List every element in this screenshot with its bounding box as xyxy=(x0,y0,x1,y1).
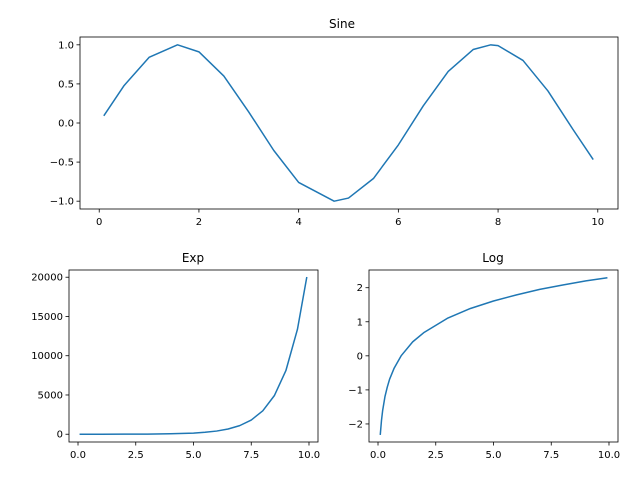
log-title: Log xyxy=(482,251,503,265)
sine-x-tick-label: 10 xyxy=(591,217,604,228)
exp-series-line-0 xyxy=(79,276,308,435)
exp-y-tick-label: 0 xyxy=(57,430,63,441)
log-x-tick-label: 10.0 xyxy=(598,450,620,461)
exp-y-tick-label: 5000 xyxy=(38,390,63,401)
sine-y-tick-label: −1.0 xyxy=(50,197,74,208)
sine-x-tick-label: 2 xyxy=(196,217,202,228)
sine-x-tick-label: 4 xyxy=(295,217,301,228)
log-subplot: Log 0.0 2.5 5.0 7.5 10.0 −2 −1 0 1 2 xyxy=(348,251,620,461)
sine-plot-area: 0 2 4 6 8 10 −1.0 −0.5 0.0 0.5 1.0 xyxy=(50,36,619,228)
sine-x-tick-label: 8 xyxy=(495,217,501,228)
exp-x-tick-label: 0.0 xyxy=(70,450,86,461)
sine-series-line-0 xyxy=(103,44,594,202)
exp-title: Exp xyxy=(182,251,204,265)
exp-x-tick-label: 2.5 xyxy=(128,450,144,461)
sine-y-tick-label: −0.5 xyxy=(50,158,74,169)
exp-y-tick-label: 15000 xyxy=(31,312,63,323)
log-y-tick-label: −1 xyxy=(348,385,363,396)
log-series-line-0 xyxy=(379,276,608,435)
exp-plot-area: 0.0 2.5 5.0 7.5 10.0 0 5000 10000 15000 20000 xyxy=(31,269,320,461)
exp-x-tick-label: 5.0 xyxy=(186,450,202,461)
sine-y-tick-label: 1.0 xyxy=(58,40,74,51)
log-y-tick-label: 0 xyxy=(357,351,363,362)
log-y-tick-label: 1 xyxy=(357,317,363,328)
sine-x-tick-label: 0 xyxy=(96,217,102,228)
log-plot-area: 0.0 2.5 5.0 7.5 10.0 −2 −1 0 1 2 xyxy=(348,269,620,461)
exp-x-tick-label: 10.0 xyxy=(298,450,320,461)
sine-y-tick-label: 0.0 xyxy=(58,119,74,130)
log-x-tick-label: 0.0 xyxy=(370,450,386,461)
exp-y-tick-label: 20000 xyxy=(31,273,63,284)
log-x-tick-label: 5.0 xyxy=(486,450,502,461)
log-y-tick-label: 2 xyxy=(357,283,363,294)
exp-y-tick-label: 10000 xyxy=(31,351,63,362)
sine-title: Sine xyxy=(329,17,355,31)
log-x-tick-label: 7.5 xyxy=(543,450,559,461)
exp-x-tick-label: 7.5 xyxy=(243,450,259,461)
log-y-tick-label: −2 xyxy=(348,419,363,430)
log-x-tick-label: 2.5 xyxy=(428,450,444,461)
sine-y-tick-label: 0.5 xyxy=(58,79,74,90)
sine-x-tick-label: 6 xyxy=(395,217,401,228)
exp-subplot: Exp 0.0 2.5 5.0 7.5 10.0 0 5000 10000 15000 20000 xyxy=(31,251,320,461)
sine-subplot: Sine 0 2 4 6 8 10 −1.0 −0.5 0.0 0.5 1.0 xyxy=(50,17,619,228)
